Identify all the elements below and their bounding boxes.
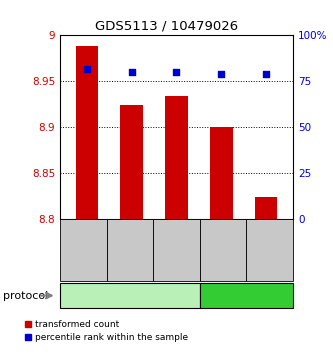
Text: Grainyhead-like 2 depletion: Grainyhead-like 2 depletion: [70, 291, 190, 300]
Bar: [121, 105, 143, 219]
Text: GSM999834: GSM999834: [218, 225, 228, 276]
Point: [219, 71, 224, 77]
Text: GSM999833: GSM999833: [172, 225, 181, 276]
Bar: [153, 219, 200, 281]
Bar: [107, 219, 153, 281]
Bar: [76, 46, 98, 219]
Text: GSM999835: GSM999835: [265, 225, 274, 276]
Text: protocol: protocol: [3, 291, 49, 301]
Point: [84, 66, 90, 72]
Text: GDS5113 / 10479026: GDS5113 / 10479026: [95, 19, 238, 33]
Point: [129, 69, 134, 75]
Bar: [255, 198, 277, 219]
Bar: [60, 283, 200, 308]
Bar: [246, 219, 293, 281]
Bar: [200, 283, 293, 308]
Bar: [210, 127, 232, 219]
Text: control: control: [229, 291, 263, 301]
Text: GSM999832: GSM999832: [125, 225, 135, 276]
Bar: [165, 96, 188, 219]
Bar: [200, 219, 246, 281]
Text: GSM999831: GSM999831: [79, 225, 88, 276]
Point: [174, 69, 179, 75]
Legend: transformed count, percentile rank within the sample: transformed count, percentile rank withi…: [21, 316, 191, 346]
Point: [263, 71, 269, 77]
Bar: [60, 219, 107, 281]
